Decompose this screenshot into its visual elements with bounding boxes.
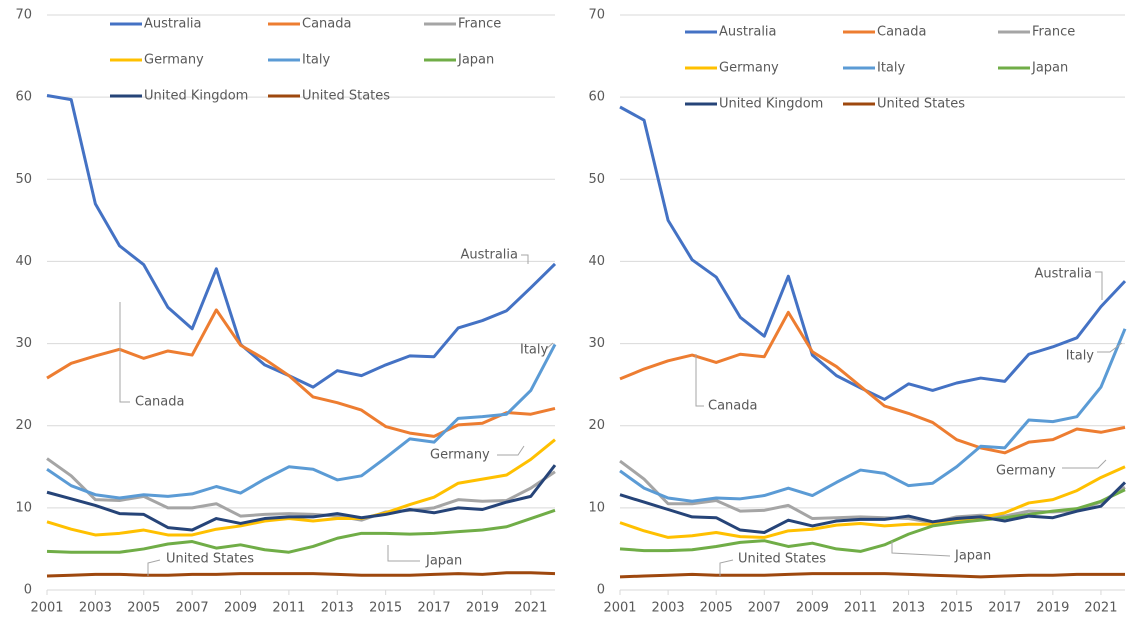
legend-label: United States (877, 97, 965, 112)
x-tick-label: 2019 (1036, 601, 1069, 616)
legend-label: Germany (144, 53, 204, 68)
series-line (46, 464, 557, 532)
y-tick-label: 60 (588, 90, 605, 105)
y-tick-label: 20 (15, 418, 32, 433)
callout-leader (387, 545, 420, 562)
callout-leader (719, 559, 734, 576)
callout-leader (521, 254, 529, 264)
callout-label: United States (738, 552, 826, 567)
y-tick-label: 10 (588, 500, 605, 515)
x-tick-label: 2007 (176, 601, 209, 616)
x-tick-label: 2001 (30, 601, 63, 616)
y-tick-label: 0 (24, 583, 32, 598)
legend-label: France (458, 17, 501, 32)
x-tick-label: 2013 (892, 601, 925, 616)
callout-label: Germany (430, 448, 490, 463)
callout-label: Canada (135, 395, 184, 410)
series-line (46, 438, 556, 537)
x-tick-label: 2021 (1084, 601, 1117, 616)
x-tick-label: 2005 (127, 601, 160, 616)
callout-leader (544, 342, 554, 351)
legend-label: France (1032, 25, 1075, 40)
y-tick-label: 30 (588, 336, 605, 351)
legend-label: Australia (719, 25, 777, 40)
x-tick-label: 2005 (700, 601, 733, 616)
x-tick-label: 2013 (321, 601, 354, 616)
legend-label: United Kingdom (719, 97, 823, 112)
x-tick-label: 2015 (940, 601, 973, 616)
y-tick-label: 50 (15, 172, 32, 187)
callout-label: Japan (425, 554, 462, 569)
x-tick-label: 2017 (988, 601, 1021, 616)
y-tick-label: 50 (588, 172, 605, 187)
callout-leader (1062, 459, 1107, 469)
callout-label: Japan (954, 549, 991, 564)
y-tick-label: 30 (15, 336, 32, 351)
callout-label: Australia (460, 248, 518, 263)
y-tick-label: 60 (15, 90, 32, 105)
series-line (619, 328, 1127, 503)
legend-label: Canada (877, 25, 926, 40)
legend-label: Canada (302, 17, 351, 32)
series-line (619, 465, 1126, 539)
series-line (46, 457, 556, 522)
series-line (619, 572, 1125, 579)
callout-label: United States (166, 552, 254, 567)
callout-label: Italy (1066, 349, 1095, 364)
legend-label: Italy (877, 61, 906, 76)
callout-label: Italy (520, 343, 549, 358)
x-tick-label: 2021 (514, 601, 547, 616)
x-tick-label: 2011 (844, 601, 877, 616)
y-tick-label: 70 (15, 8, 32, 23)
legend-label: Italy (302, 53, 331, 68)
y-tick-label: 70 (588, 8, 605, 23)
callout-leader (147, 559, 161, 576)
legend-label: Germany (719, 61, 779, 76)
y-tick-label: 10 (15, 500, 32, 515)
series-line (619, 105, 1127, 401)
series-line (619, 488, 1126, 553)
y-tick-label: 0 (597, 583, 605, 598)
x-tick-label: 2017 (418, 601, 451, 616)
y-tick-label: 40 (588, 254, 605, 269)
x-tick-label: 2015 (369, 601, 402, 616)
x-tick-label: 2003 (652, 601, 685, 616)
series-line (46, 308, 556, 438)
y-tick-label: 40 (15, 254, 32, 269)
legend-label: United Kingdom (144, 89, 248, 104)
series-line (619, 481, 1127, 534)
series-line (46, 508, 556, 554)
series-line (46, 343, 557, 500)
x-tick-label: 2009 (796, 601, 829, 616)
x-tick-label: 2019 (466, 601, 499, 616)
callout-label: Germany (996, 464, 1056, 479)
series-line (619, 310, 1126, 455)
callout-leader (497, 445, 525, 456)
legend-label: Japan (457, 53, 494, 68)
x-tick-label: 2007 (748, 601, 781, 616)
legend-label: Japan (1031, 61, 1068, 76)
callout-label: Canada (708, 399, 757, 414)
x-tick-label: 2009 (224, 601, 257, 616)
callout-label: Australia (1034, 267, 1092, 282)
x-tick-label: 2011 (272, 601, 305, 616)
y-tick-label: 20 (588, 418, 605, 433)
legend-label: United States (302, 89, 390, 104)
callout-leader (1097, 342, 1123, 353)
callout-leader (1095, 271, 1103, 300)
series-line (46, 94, 557, 389)
callout-leader (695, 354, 704, 407)
callout-leader (891, 541, 951, 557)
legend-label: Australia (144, 17, 202, 32)
callout-leader (119, 302, 130, 403)
series-line (46, 571, 556, 578)
x-tick-label: 2003 (79, 601, 112, 616)
x-tick-label: 2001 (603, 601, 636, 616)
